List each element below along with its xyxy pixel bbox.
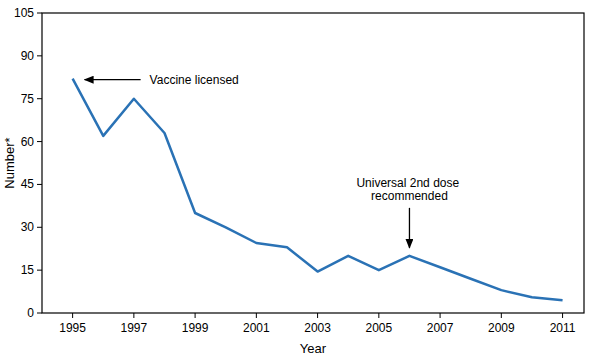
chart: 0 15 30 45 60 75 90 105 1995 1997 1999 2001 2003 2005… [0,0,596,363]
y-tick [37,184,42,185]
y-tick-label: 0 [27,306,34,320]
annotation: Vaccine licensed [150,73,239,87]
y-tick [37,313,42,314]
x-tick [562,313,563,318]
x-tick-label: 2007 [427,321,454,335]
x-tick [378,313,379,318]
x-tick [133,313,134,318]
plot-area [73,79,563,300]
y-tick-label: 45 [21,177,35,191]
y-tick-label: 60 [21,135,35,149]
x-tick [256,313,257,318]
annotation-arrow [85,79,141,80]
y-tick [37,227,42,228]
y-tick-label: 90 [21,49,35,63]
x-tick [440,313,441,318]
x-tick [317,313,318,318]
annotation-arrow [409,208,410,248]
x-tick [72,313,73,318]
y-tick-label: 75 [21,92,35,106]
y-tick [37,55,42,56]
y-tick-label: 15 [21,263,35,277]
y-axis-label: Number* [2,137,17,188]
x-tick-label: 1997 [121,321,148,335]
annotation: Universal 2nd dose recommended [356,176,462,203]
x-tick [195,313,196,318]
x-tick-label: 2003 [304,321,331,335]
x-tick-label: 2001 [243,321,270,335]
y-tick [37,270,42,271]
y-tick [37,141,42,142]
x-tick-label: 2009 [488,321,515,335]
x-tick-label: 2005 [365,321,392,335]
y-tick [37,13,42,14]
y-tick-label: 105 [14,6,34,20]
x-axis-label: Year [300,341,327,356]
plot-frame [42,13,584,313]
y-tick [37,98,42,99]
x-tick-label: 1999 [182,321,209,335]
data-line [73,79,563,300]
y-tick-label: 30 [21,220,35,234]
x-tick-label: 2011 [550,321,576,335]
x-tick-label: 1995 [59,321,86,335]
x-tick [501,313,502,318]
